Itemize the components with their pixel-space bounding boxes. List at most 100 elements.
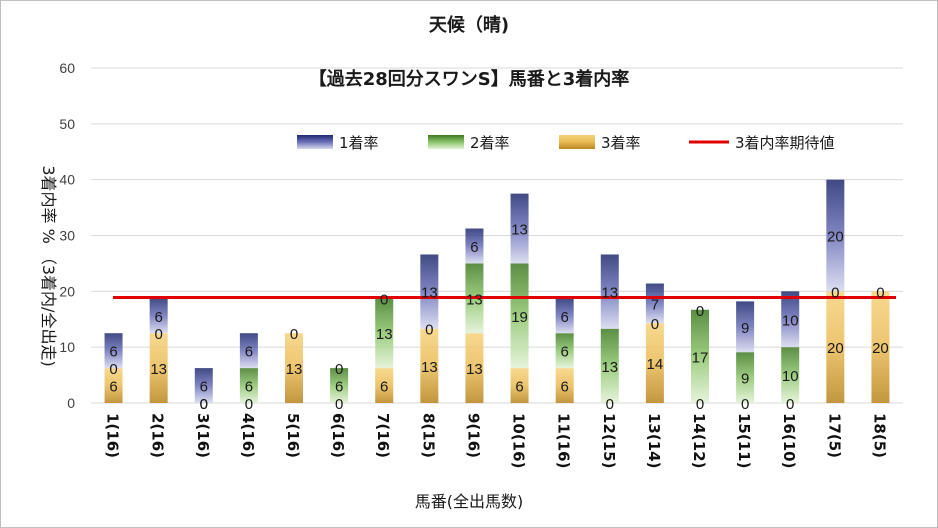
y-tick-label: 20	[59, 283, 75, 299]
data-label: 13	[601, 285, 618, 302]
data-label: 13	[466, 291, 483, 308]
bar-2nd-place	[555, 333, 574, 369]
data-label: 0	[606, 396, 614, 413]
data-label: 9	[741, 371, 749, 388]
data-label: 6	[560, 379, 568, 396]
bar-3rd-place	[149, 333, 168, 403]
data-label: 0	[154, 326, 162, 343]
bar-3rd-place	[645, 323, 664, 403]
x-tick: 9(16)	[464, 413, 482, 458]
data-label: 6	[109, 344, 117, 361]
x-tick-label: 16(10)	[780, 413, 798, 468]
data-label: 17	[692, 349, 709, 366]
legend-swatch-2nd	[428, 135, 464, 149]
x-tick-label: 8(15)	[419, 413, 437, 458]
y-tick-label: 60	[59, 60, 75, 76]
data-label: 13	[286, 361, 303, 378]
x-tick: 6(16)	[329, 413, 347, 458]
data-label: 0	[109, 361, 117, 378]
data-label: 6	[470, 239, 478, 256]
bar-1st-place	[555, 298, 574, 334]
data-label: 0	[786, 396, 794, 413]
bar-3rd-place	[104, 368, 123, 403]
data-label: 20	[827, 229, 844, 246]
data-label: 6	[245, 344, 253, 361]
data-labels: 6061306006066130060613013013131366191366…	[109, 222, 888, 413]
legend-swatch-1st	[297, 135, 333, 149]
x-tick: 8(15)	[419, 413, 437, 458]
x-tick-label: 9(16)	[464, 413, 482, 458]
bar-1st-place	[149, 298, 168, 334]
x-tick-label: 15(11)	[735, 413, 753, 468]
data-label: 6	[560, 344, 568, 361]
data-label: 0	[651, 316, 659, 333]
bar-3rd-place	[285, 333, 303, 403]
x-tick-label: 1(16)	[104, 413, 122, 458]
data-label: 19	[511, 309, 528, 326]
data-label: 6	[560, 309, 568, 326]
bar-2nd-place	[736, 352, 755, 403]
y-tick-label: 50	[59, 116, 75, 132]
data-label: 0	[696, 303, 704, 320]
x-tick: 18(5)	[870, 413, 888, 458]
y-tick-label: 0	[67, 395, 75, 411]
bar-2nd-place	[781, 347, 800, 403]
y-axis-title: 3着内率 % （3着内/全出走)	[39, 165, 58, 366]
data-label: 6	[200, 379, 208, 396]
x-tick: 15(11)	[735, 413, 753, 468]
data-label: 13	[511, 222, 528, 239]
x-tick: 13(14)	[645, 413, 663, 468]
x-tick: 17(5)	[825, 413, 843, 458]
data-label: 6	[335, 379, 343, 396]
x-tick-label: 13(14)	[645, 413, 663, 468]
x-tick-label: 10(16)	[510, 413, 528, 468]
bar-1st-place	[510, 193, 529, 264]
bar-3rd-place	[375, 368, 394, 403]
data-label: 0	[200, 396, 208, 413]
data-label: 6	[154, 309, 162, 326]
x-axis-ticks: 1(16) 2(16) 3(16) 4(16) 5(16) 6(16) 7(16) 8(15)…	[104, 413, 889, 468]
bar-1st-place	[104, 333, 123, 369]
bar-3rd-place	[871, 291, 890, 403]
data-label: 13	[466, 361, 483, 378]
chart-subtitle: 【過去28回分スワンS】馬番と3着内率	[309, 68, 630, 90]
bar-1st-place	[600, 254, 619, 329]
data-label: 0	[245, 396, 253, 413]
x-tick-label: 4(16)	[239, 413, 257, 458]
y-axis-ticks: 0 10 20 30 40 50 60	[59, 60, 75, 411]
bar-2nd-place	[375, 298, 394, 369]
bar-3rd-place	[465, 333, 484, 403]
x-tick: 3(16)	[194, 413, 212, 458]
x-axis-title: 馬番(全出馬数)	[415, 492, 524, 511]
bar-1st-place	[826, 179, 845, 292]
data-label: 0	[425, 322, 433, 339]
x-tick-label: 11(16)	[555, 413, 573, 468]
x-tick-label: 3(16)	[194, 413, 212, 458]
data-label: 10	[782, 368, 799, 385]
x-tick-label: 7(16)	[374, 413, 392, 458]
y-tick-label: 40	[59, 172, 75, 188]
data-label: 0	[831, 284, 839, 301]
data-label: 0	[876, 284, 884, 301]
data-label: 20	[872, 340, 889, 357]
x-tick: 14(12)	[690, 413, 708, 468]
data-label: 10	[782, 312, 799, 329]
data-label: 0	[696, 396, 704, 413]
data-label: 0	[335, 361, 343, 378]
x-tick-label: 18(5)	[870, 413, 888, 458]
bar-3rd-place	[420, 328, 439, 403]
bar-2nd-place	[239, 368, 258, 403]
data-label: 13	[421, 285, 438, 302]
data-label: 20	[827, 340, 844, 357]
data-label: 14	[647, 356, 664, 373]
legend-label-expected: 3着内率期待値	[735, 134, 835, 152]
data-label: 13	[601, 359, 618, 376]
x-tick: 16(10)	[780, 413, 798, 468]
bar-1st-place	[239, 333, 258, 369]
data-label: 6	[245, 379, 253, 396]
bar-1st-place	[465, 228, 484, 264]
x-tick: 5(16)	[284, 413, 302, 458]
data-label: 0	[290, 326, 298, 343]
